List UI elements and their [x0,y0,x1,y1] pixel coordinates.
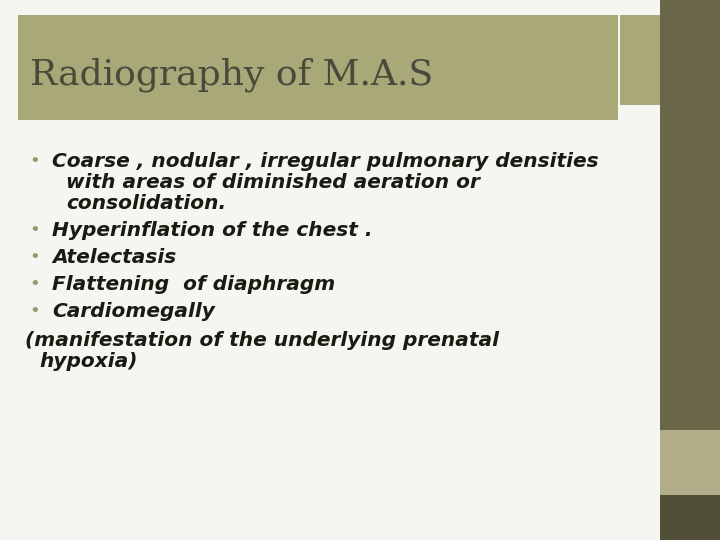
Text: Flattening  of diaphragm: Flattening of diaphragm [52,275,336,294]
Text: •: • [30,221,40,239]
Text: (manifestation of the underlying prenatal: (manifestation of the underlying prenata… [25,331,499,350]
Text: •: • [30,152,40,171]
Text: Atelectasis: Atelectasis [52,248,176,267]
Text: consolidation.: consolidation. [66,194,226,213]
Bar [18,15,618,120]
Bar [660,430,720,495]
Text: hypoxia): hypoxia) [39,352,138,371]
Text: Coarse , nodular , irregular pulmonary densities: Coarse , nodular , irregular pulmonary d… [52,152,598,171]
Bar [660,495,720,540]
Text: Cardiomegally: Cardiomegally [52,302,215,321]
Text: •: • [30,275,40,293]
Text: •: • [30,248,40,266]
Bar [660,0,720,540]
Text: with areas of diminished aeration or: with areas of diminished aeration or [66,173,480,192]
Text: Radiography of M.A.S: Radiography of M.A.S [30,58,433,92]
Text: •: • [30,302,40,320]
Bar [620,15,660,105]
Text: Hyperinflation of the chest .: Hyperinflation of the chest . [52,221,372,240]
